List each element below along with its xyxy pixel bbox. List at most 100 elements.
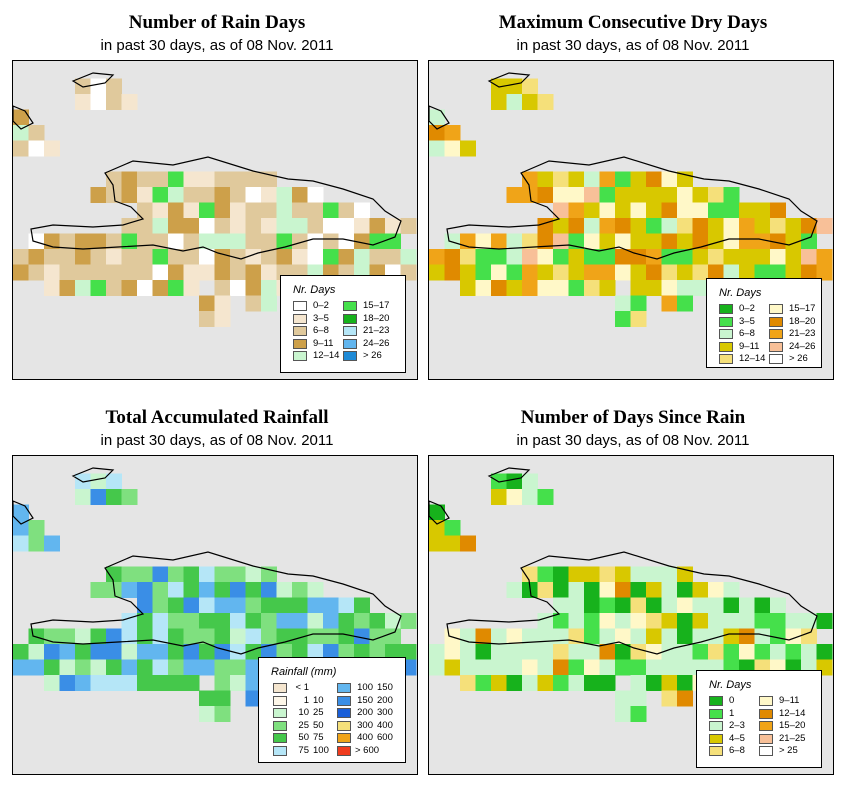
grid-cell	[230, 644, 246, 660]
grid-cell	[429, 109, 445, 126]
grid-cell	[121, 659, 138, 676]
grid-cell	[121, 675, 138, 691]
grid-cell	[168, 613, 184, 629]
grid-cell	[168, 566, 184, 583]
grid-cell	[245, 233, 262, 250]
grid-cell	[723, 582, 740, 598]
grid-cell	[354, 202, 370, 219]
grid-cell	[183, 566, 200, 583]
legend-label: 18–20	[789, 315, 816, 327]
grid-cell	[199, 171, 215, 188]
grid-cell	[261, 233, 277, 250]
panel-rain-days: Number of Rain Days in past 30 days, as …	[12, 0, 422, 390]
legend-label: > 25	[779, 745, 798, 756]
legend-range-high: 300	[377, 707, 393, 718]
grid-cell	[506, 675, 523, 691]
legend-label: 9–11	[739, 340, 760, 352]
legend-range-high: 25	[313, 707, 324, 718]
grid-cell	[44, 140, 60, 157]
grid-cell	[708, 187, 724, 203]
legend-swatch	[337, 720, 351, 731]
grid-cell	[537, 187, 554, 203]
grid-cell	[137, 233, 153, 250]
grid-cell	[400, 644, 417, 660]
grid-cell	[584, 264, 600, 281]
grid-cell	[568, 582, 585, 598]
grid-cell	[646, 613, 662, 629]
legend-label: 0–2	[739, 303, 755, 314]
grid-cell	[522, 659, 538, 676]
legend-label: 12–14	[739, 353, 766, 364]
grid-cell	[75, 264, 91, 281]
grid-cell	[90, 187, 107, 203]
legend-swatch	[709, 696, 723, 706]
grid-cell	[199, 659, 215, 676]
grid-cell	[323, 613, 339, 629]
grid-cell	[553, 659, 569, 676]
grid-cell	[230, 218, 246, 234]
grid-cell	[106, 249, 122, 265]
grid-cell	[90, 628, 107, 645]
grid-cell	[599, 566, 616, 583]
grid-cell	[152, 566, 169, 583]
grid-cell	[323, 644, 339, 660]
grid-cell	[584, 644, 600, 660]
grid-cell	[152, 582, 169, 598]
grid-cell	[506, 249, 523, 265]
grid-cell	[292, 233, 308, 250]
grid-cell	[692, 249, 709, 265]
grid-cell	[183, 613, 200, 629]
grid-cell	[444, 659, 461, 676]
grid-cell	[90, 582, 107, 598]
grid-cell	[137, 597, 153, 614]
legend-label: 12–14	[779, 707, 806, 719]
grid-cell	[59, 249, 76, 265]
grid-cell	[770, 249, 786, 265]
grid-cell	[537, 659, 554, 676]
grid-cell	[584, 202, 600, 219]
grid-cell	[816, 613, 833, 629]
grid-cell	[723, 218, 740, 234]
grid-cell	[245, 280, 262, 296]
grid-cell	[770, 644, 786, 660]
grid-cell	[491, 489, 507, 505]
grid-cell	[323, 249, 339, 265]
grid-cell	[338, 597, 355, 614]
grid-cell	[537, 566, 554, 583]
grid-cell	[338, 218, 355, 234]
grid-cell	[630, 311, 647, 327]
legend-label: 4–5	[729, 732, 745, 744]
grid-cell	[522, 489, 538, 505]
grid-cell	[199, 644, 215, 660]
grid-cell	[491, 280, 507, 296]
grid-cell	[801, 249, 817, 265]
grid-cell	[677, 202, 693, 219]
grid-cell	[677, 675, 693, 691]
grid-cell	[307, 218, 324, 234]
grid-cell	[661, 628, 678, 645]
legend-swatch	[769, 316, 783, 327]
grid-cell	[90, 280, 107, 296]
grid-cell	[692, 264, 709, 281]
grid-cell	[137, 675, 153, 691]
grid-cell	[692, 582, 709, 598]
grid-cell	[168, 202, 184, 219]
grid-cell	[199, 566, 215, 583]
grid-cell	[429, 125, 445, 141]
grid-cell	[245, 218, 262, 234]
grid-cell	[106, 473, 122, 490]
legend-swatch	[769, 329, 783, 339]
grid-cell	[137, 628, 153, 645]
grid-cell	[385, 249, 401, 265]
grid-cell	[214, 233, 231, 250]
grid-cell	[615, 218, 631, 234]
grid-cell	[199, 582, 215, 598]
legend-swatch	[337, 683, 351, 693]
legend-swatch	[709, 733, 723, 744]
grid-cell	[522, 644, 538, 660]
legend-swatch	[293, 351, 307, 361]
grid-cell	[354, 628, 370, 645]
grid-cell	[199, 311, 215, 327]
grid-cell	[553, 644, 569, 660]
grid-cell	[168, 171, 184, 188]
